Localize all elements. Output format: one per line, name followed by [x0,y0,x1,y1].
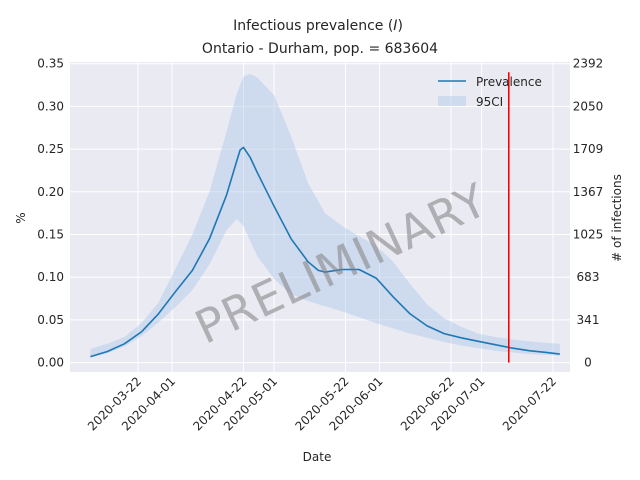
y2-tick-label: 1709 [573,142,604,156]
y-tick-label: 0.35 [37,57,64,71]
y-axis-ticks: 0.00 0.05 0.10 0.15 0.20 0.25 0.30 0.35 [37,57,64,370]
y2-tick-label: 2050 [573,99,604,113]
y-tick-label: 0.15 [37,228,64,242]
y-tick-label: 0.05 [37,313,64,327]
y-tick-label: 0.00 [37,356,64,370]
y2-axis-ticks: 0 341 683 1025 1367 1709 2050 2392 [573,57,604,370]
y-tick-label: 0.30 [37,99,64,113]
y2-tick-label: 0 [584,356,592,370]
y2-tick-label: 1025 [573,228,604,242]
x-axis-label: Date [303,450,332,464]
ci-band [90,74,560,358]
y2-tick-label: 2392 [573,57,604,71]
prevalence-line [90,146,560,358]
legend-prevalence-label: Prevalence [476,75,542,89]
y-axis-label: % [14,212,28,223]
y2-tick-label: 341 [577,313,600,327]
y-tick-label: 0.25 [37,142,64,156]
legend-95ci-swatch [438,96,466,106]
legend-95ci-label: 95CI [476,95,503,109]
y2-tick-label: 683 [577,270,600,284]
y2-axis-label: # of infections [610,174,624,262]
y-tick-label: 0.20 [37,185,64,199]
chart-title-line1: Infectious prevalence (I) [233,18,403,34]
y2-tick-label: 1367 [573,185,604,199]
y-tick-label: 0.10 [37,270,64,284]
legend: Prevalence 95CI [438,75,542,109]
x-tick-label: 2020-07-22 [500,374,559,433]
chart-title-line2: Ontario - Durham, pop. = 683604 [202,41,438,57]
